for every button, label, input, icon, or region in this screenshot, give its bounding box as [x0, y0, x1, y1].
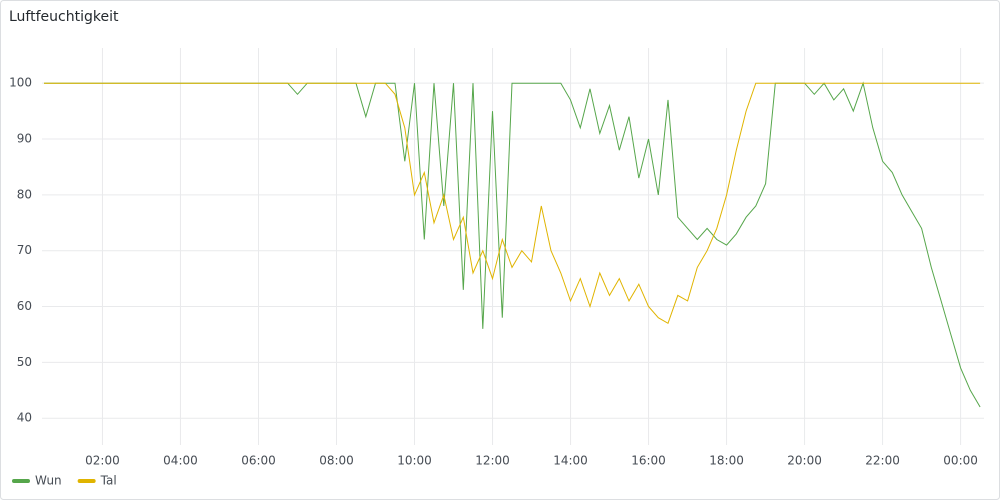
x-tick-label: 12:00 — [475, 454, 510, 468]
x-tick-label: 08:00 — [319, 454, 354, 468]
x-tick-label: 00:00 — [943, 454, 978, 468]
x-tick-label: 18:00 — [709, 454, 744, 468]
legend-label: Tal — [100, 474, 117, 488]
x-tick-label: 14:00 — [553, 454, 588, 468]
y-tick-label: 70 — [17, 243, 32, 257]
y-tick-label: 60 — [17, 299, 32, 313]
series-line — [44, 82, 981, 325]
y-tick-label: 80 — [17, 187, 32, 201]
x-tick-label: 10:00 — [397, 454, 432, 468]
y-tick-label: 100 — [9, 76, 32, 90]
x-tick-label: 02:00 — [85, 454, 120, 468]
y-tick-label: 40 — [17, 411, 32, 425]
legend-label: Wun — [35, 474, 62, 488]
x-tick-label: 20:00 — [787, 454, 822, 468]
x-tick-label: 06:00 — [241, 454, 276, 468]
panel-title: Luftfeuchtigkeit — [9, 9, 119, 25]
y-tick-label: 90 — [17, 132, 32, 146]
y-tick-label: 50 — [17, 355, 32, 369]
x-tick-label: 22:00 — [865, 454, 900, 468]
x-tick-label: 04:00 — [163, 454, 198, 468]
x-tick-label: 16:00 — [631, 454, 666, 468]
